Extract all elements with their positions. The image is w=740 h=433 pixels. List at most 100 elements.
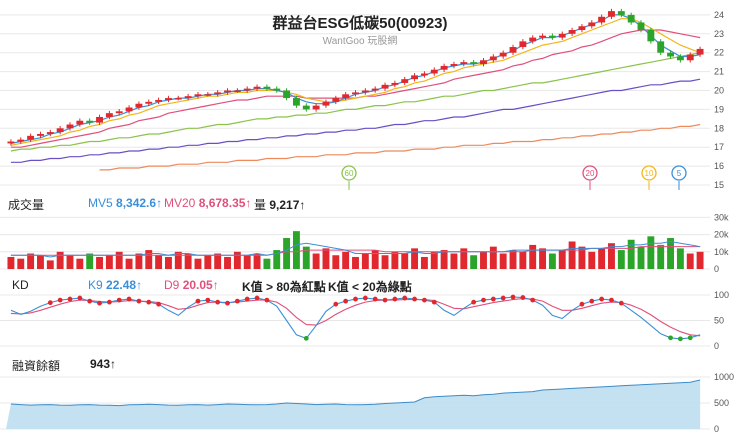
candle-body xyxy=(224,90,231,93)
volume-bar xyxy=(17,258,25,269)
kd-red-dot xyxy=(244,296,250,302)
kd-red-dot xyxy=(530,297,536,303)
kd-red-dot xyxy=(392,296,398,302)
ma-marker-label: 60 xyxy=(345,169,354,178)
volume-bar xyxy=(233,251,241,269)
candle-body xyxy=(371,88,379,91)
chart-subtitle: WantGoo 玩股網 xyxy=(322,36,398,47)
volume-pane-label: 成交量 xyxy=(8,198,45,212)
volume-bar xyxy=(214,253,222,269)
volume-bar xyxy=(66,255,74,269)
volume-bar xyxy=(96,256,103,269)
volume-bar xyxy=(588,251,596,269)
volume-tick-label: 10k xyxy=(714,247,729,257)
kd-red-dot xyxy=(47,300,53,306)
kd-red-dot xyxy=(422,297,427,303)
kd-red-dot xyxy=(579,301,585,307)
volume-bar xyxy=(86,253,94,269)
kd-red-dot xyxy=(116,297,122,303)
kd-red-dot xyxy=(156,301,161,307)
ma10-line xyxy=(10,18,701,146)
volume-bar xyxy=(539,248,547,269)
kd-red-dot xyxy=(431,299,437,305)
kd-red-dot xyxy=(500,295,506,301)
kd-red-dot xyxy=(136,298,142,304)
kd-red-dot xyxy=(57,297,63,303)
d9-value: 20.05 xyxy=(182,278,213,292)
volume-bar xyxy=(342,251,350,269)
candle-body xyxy=(637,22,645,31)
volume-bar xyxy=(27,253,35,269)
kd-red-dot xyxy=(67,296,73,302)
volume-arrow-icon: ↑ xyxy=(299,198,306,212)
candle-body xyxy=(676,56,684,61)
candle-body xyxy=(135,103,143,108)
candle-body xyxy=(76,120,84,125)
volume-bar xyxy=(352,256,359,269)
candle-body xyxy=(361,90,369,93)
kd-red-dot xyxy=(589,298,595,304)
kd-red-dot xyxy=(77,295,83,301)
volume-bar xyxy=(283,238,291,269)
volume-bar xyxy=(460,248,468,269)
volume-bar xyxy=(174,251,182,269)
candle-body xyxy=(263,86,271,89)
kd-red-dot xyxy=(362,295,368,301)
kd-red-dot xyxy=(205,297,211,303)
volume-bar xyxy=(263,258,271,269)
kd-red-dot-note: K值 > 80為紅點 xyxy=(242,280,326,294)
candle-body xyxy=(273,88,281,91)
volume-bar xyxy=(7,256,15,269)
candle-body xyxy=(667,52,674,57)
kd-red-dot xyxy=(225,300,230,306)
candle-body xyxy=(470,62,478,65)
volume-bar xyxy=(558,250,566,269)
ma-marker-circle xyxy=(582,165,598,181)
candle-body xyxy=(302,105,310,110)
kd-tick-label: 50 xyxy=(714,316,724,326)
candle-body xyxy=(499,52,507,57)
kd-red-dot xyxy=(87,298,93,304)
d9-label: D9 xyxy=(164,278,180,292)
volume-bar xyxy=(568,241,576,269)
candle-body xyxy=(312,105,320,110)
volume-bar xyxy=(450,253,458,269)
candle-body xyxy=(460,62,468,65)
candle-body xyxy=(37,133,44,136)
volume-bar xyxy=(56,251,64,269)
margin-tick-label: 1000 xyxy=(714,372,734,382)
candle-body xyxy=(548,35,556,38)
candle-body xyxy=(174,98,182,100)
volume-bar xyxy=(46,260,54,269)
candle-body xyxy=(598,16,606,23)
mv20-label: MV20 xyxy=(164,196,196,210)
price-tick-label: 17 xyxy=(714,142,724,152)
volume-bar xyxy=(332,255,340,269)
volume-bar xyxy=(37,255,44,269)
margin-arrow-icon: ↑ xyxy=(110,357,117,371)
margin-tick-label: 0 xyxy=(714,424,719,433)
kd-red-dot xyxy=(264,297,270,303)
mv5-line xyxy=(10,240,701,258)
k9-legend: K9 22.48↑ xyxy=(88,278,142,292)
volume-bar xyxy=(647,236,655,269)
mv5-label: MV5 xyxy=(88,196,113,210)
ma-marker-label: 5 xyxy=(677,169,682,178)
d9-arrow-icon: ↑ xyxy=(212,278,219,292)
price-tick-label: 21 xyxy=(714,67,724,77)
price-tick-label: 19 xyxy=(714,104,724,114)
candle-body xyxy=(627,14,635,23)
volume-bar xyxy=(627,239,635,269)
kd-green-dot xyxy=(668,335,673,341)
kd-red-dot xyxy=(402,295,408,301)
candle-body xyxy=(617,11,625,15)
k9-line xyxy=(10,296,701,340)
candle-body xyxy=(401,79,409,83)
candle-body xyxy=(66,124,74,129)
volume-bar xyxy=(480,251,487,269)
candle-body xyxy=(164,98,172,100)
ma-marker-label: 10 xyxy=(645,169,654,178)
volume-bar xyxy=(164,256,172,269)
volume-tick-label: 20k xyxy=(714,230,729,240)
candle-body xyxy=(539,35,547,38)
